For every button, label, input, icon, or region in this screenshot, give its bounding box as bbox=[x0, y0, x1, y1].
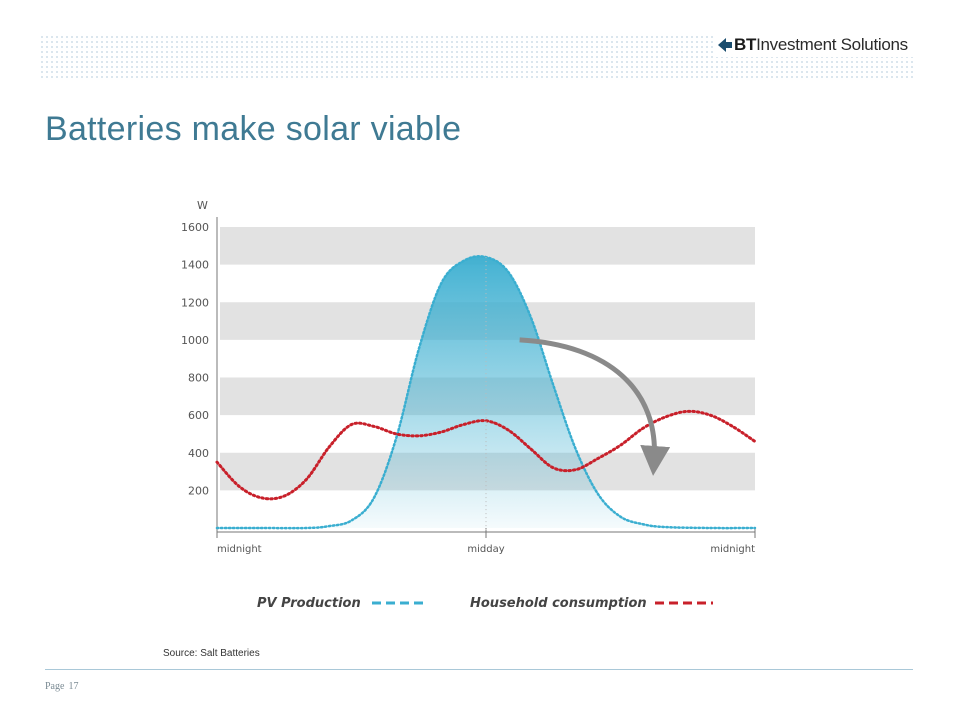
pv-production-line bbox=[215, 255, 757, 530]
y-tick-label: 800 bbox=[188, 372, 209, 385]
y-tick-label: 400 bbox=[188, 447, 209, 460]
y-tick-label: 1000 bbox=[181, 334, 209, 347]
bt-logo: BTInvestment Solutions bbox=[714, 33, 914, 57]
x-tick-label: midnight bbox=[217, 544, 262, 555]
household-consumption-line bbox=[215, 409, 757, 501]
bt-arrow-icon bbox=[718, 38, 732, 52]
logo-text: Investment Solutions bbox=[756, 35, 908, 54]
x-tick-label: midnight bbox=[710, 544, 755, 555]
slide-title: Batteries make solar viable bbox=[45, 110, 462, 148]
y-axis-label: W bbox=[197, 199, 208, 212]
logo-mark: BT bbox=[734, 35, 757, 54]
footer-divider bbox=[45, 669, 913, 670]
y-tick-label: 1200 bbox=[181, 296, 209, 309]
y-tick-label: 1600 bbox=[181, 221, 209, 234]
y-tick-label: 1400 bbox=[181, 259, 209, 272]
shift-arrow bbox=[519, 337, 671, 476]
legend-household-label: Household consumption bbox=[470, 596, 647, 611]
y-tick-label: 600 bbox=[188, 409, 209, 422]
source-note: Source: Salt Batteries bbox=[163, 648, 260, 659]
pv-production-area bbox=[217, 256, 755, 529]
x-tick-label: midday bbox=[467, 544, 504, 555]
page-number-value: 17 bbox=[68, 681, 79, 692]
y-tick-label: 200 bbox=[188, 484, 209, 497]
legend-pv-label: PV Production bbox=[257, 596, 361, 611]
page-label: Page bbox=[45, 681, 65, 692]
page-number: Page 17 bbox=[45, 681, 78, 692]
